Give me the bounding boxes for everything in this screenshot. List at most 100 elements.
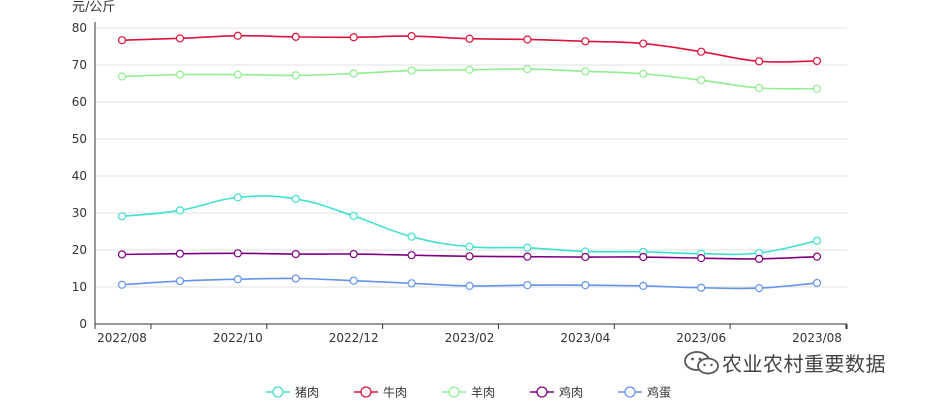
data-point xyxy=(639,39,648,48)
data-point xyxy=(523,243,532,252)
data-point xyxy=(465,252,474,261)
legend-item[interactable]: 猪肉 xyxy=(266,386,319,400)
data-point xyxy=(639,252,648,262)
data-point xyxy=(581,67,590,76)
legend-label: 牛肉 xyxy=(383,385,407,400)
data-point xyxy=(465,281,474,290)
data-point xyxy=(233,275,242,284)
y-tick-label: 40 xyxy=(72,169,87,183)
legend-label: 鸡蛋 xyxy=(647,385,671,400)
series-牛肉 xyxy=(117,31,822,66)
legend-label: 羊肉 xyxy=(471,385,495,400)
data-point xyxy=(697,254,706,263)
y-tick-label: 80 xyxy=(72,21,87,35)
data-point xyxy=(175,70,185,79)
data-point xyxy=(697,76,706,85)
series-鸡蛋 xyxy=(117,274,822,293)
data-point xyxy=(523,35,532,44)
data-point xyxy=(349,211,358,221)
y-tick-label: 50 xyxy=(72,132,87,146)
data-point xyxy=(117,36,127,45)
data-point xyxy=(754,254,764,263)
data-point xyxy=(465,34,474,43)
y-tick-label: 10 xyxy=(72,280,87,294)
data-point xyxy=(117,72,127,81)
legend-item[interactable]: 羊肉 xyxy=(442,385,495,400)
x-tick-label: 2022/08 xyxy=(97,331,147,345)
legend-marker xyxy=(624,386,636,398)
data-point xyxy=(117,250,127,259)
x-tick-label: 2023/02 xyxy=(445,331,495,345)
data-point xyxy=(754,83,764,93)
data-point xyxy=(407,279,416,288)
data-point xyxy=(407,232,416,241)
legend-marker xyxy=(360,386,372,398)
data-point xyxy=(175,249,185,258)
data-point xyxy=(291,32,300,41)
data-point xyxy=(754,57,764,66)
legend-marker xyxy=(448,386,460,398)
legend-item[interactable]: 牛肉 xyxy=(354,385,407,400)
data-point xyxy=(291,71,300,80)
data-point xyxy=(233,193,242,202)
x-tick-label: 2023/04 xyxy=(560,331,610,345)
wechat-icon xyxy=(684,350,719,374)
data-point xyxy=(812,252,822,261)
data-point xyxy=(407,32,416,41)
data-point xyxy=(581,281,590,290)
data-point xyxy=(581,252,590,262)
series-猪肉 xyxy=(117,193,822,258)
legend-marker xyxy=(536,386,548,398)
data-point xyxy=(117,280,127,289)
x-tick-label: 2022/12 xyxy=(329,331,379,345)
x-tick-label: 2023/06 xyxy=(676,331,726,345)
watermark-text: 农业农村重要数据 xyxy=(722,352,886,376)
x-tick-label: 2023/08 xyxy=(792,331,842,345)
watermark: 农业农村重要数据 xyxy=(682,348,886,377)
grid-lines xyxy=(95,27,847,288)
series-group xyxy=(117,31,822,293)
data-point xyxy=(117,212,127,221)
legend-item[interactable]: 鸡蛋 xyxy=(618,385,671,400)
data-point xyxy=(291,194,300,204)
data-point xyxy=(697,283,706,292)
data-point xyxy=(349,276,358,285)
legend-label: 猪肉 xyxy=(295,386,319,400)
y-axis-ticks: 0 10 20 30 40 50 60 70 80 xyxy=(72,21,87,331)
data-point xyxy=(812,236,822,245)
data-point xyxy=(523,64,532,74)
legend[interactable]: 猪肉 牛肉 羊肉 鸡肉 鸡蛋 xyxy=(266,385,671,400)
data-point xyxy=(465,65,474,74)
y-tick-label: 70 xyxy=(72,58,87,72)
data-point xyxy=(812,84,822,93)
axes xyxy=(94,22,847,325)
data-point xyxy=(465,242,474,251)
data-point xyxy=(233,31,242,40)
legend-label: 鸡肉 xyxy=(559,385,583,400)
data-point xyxy=(523,252,532,261)
data-point xyxy=(407,66,416,75)
data-point xyxy=(754,284,764,293)
data-point xyxy=(175,34,185,43)
x-tick-label: 2022/10 xyxy=(213,331,263,345)
data-point xyxy=(523,281,532,290)
y-axis-label: 元/公斤 xyxy=(72,0,115,15)
data-point xyxy=(291,249,300,259)
series-鸡肉 xyxy=(117,249,822,263)
y-tick-label: 20 xyxy=(72,243,87,257)
data-point xyxy=(233,249,242,258)
legend-item[interactable]: 鸡肉 xyxy=(530,385,583,400)
data-point xyxy=(175,276,185,286)
data-point xyxy=(581,37,590,46)
data-point xyxy=(697,47,706,56)
data-point xyxy=(639,69,648,78)
series-羊肉 xyxy=(117,64,822,93)
data-point xyxy=(639,281,648,290)
y-tick-label: 60 xyxy=(72,95,87,109)
data-point xyxy=(812,56,822,66)
data-point xyxy=(349,249,358,259)
data-point xyxy=(349,69,358,78)
y-tick-label: 0 xyxy=(79,317,87,331)
